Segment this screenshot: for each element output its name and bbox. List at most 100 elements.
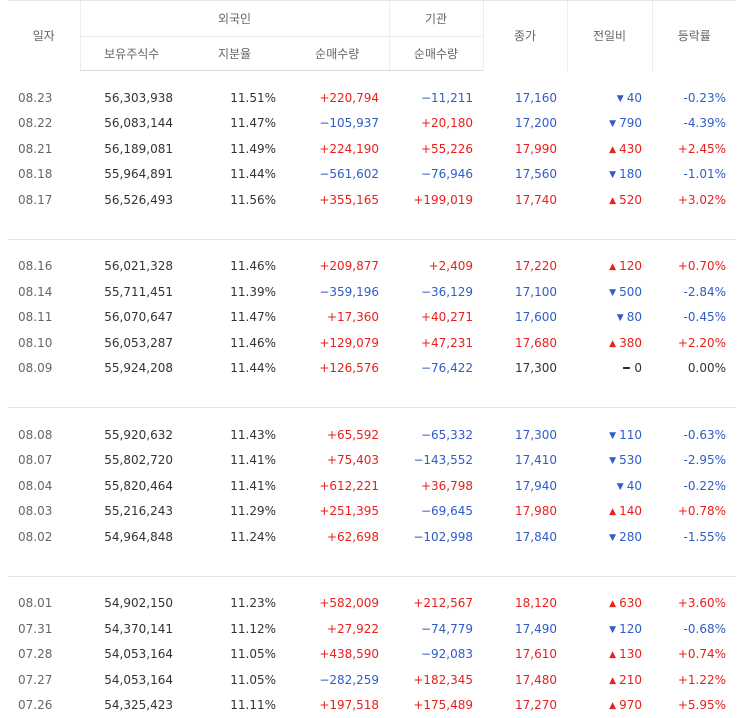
cell-foreign-net: +126,576 [286, 356, 389, 382]
triangle-down-icon: ▼ [609, 288, 616, 298]
cell-change: ▲140 [567, 499, 652, 525]
change-value: 80 [627, 310, 642, 324]
cell-rate: -0.23% [652, 85, 736, 111]
cell-change: ▲430 [567, 136, 652, 162]
cell-date: 08.07 [8, 448, 80, 474]
cell-date: 08.10 [8, 330, 80, 356]
cell-close: 17,600 [483, 305, 567, 331]
change-value: 40 [627, 479, 642, 493]
change-value: 970 [619, 698, 642, 712]
cell-change: ▼40 [567, 85, 652, 111]
spacer-cell [8, 71, 736, 86]
cell-foreign-net: +209,877 [286, 254, 389, 280]
cell-change: ▼110 [567, 422, 652, 448]
cell-inst-net: −74,779 [389, 616, 483, 642]
cell-inst-net: −69,645 [389, 499, 483, 525]
cell-rate: +5.95% [652, 693, 736, 718]
cell-change: ▼120 [567, 616, 652, 642]
cell-change: ▼790 [567, 111, 652, 137]
cell-holdings: 55,216,243 [80, 499, 183, 525]
cell-ratio: 11.44% [183, 356, 286, 382]
cell-inst-net: −65,332 [389, 422, 483, 448]
spacer-cell [8, 239, 736, 254]
cell-change: ▲380 [567, 330, 652, 356]
cell-close: 17,980 [483, 499, 567, 525]
dash-icon [623, 367, 630, 369]
cell-rate: -1.01% [652, 162, 736, 188]
cell-change: ▼500 [567, 279, 652, 305]
triangle-up-icon: ▲ [609, 262, 616, 272]
col-foreign-net-header: 순매수량 [286, 37, 389, 71]
col-date-header: 일자 [8, 1, 80, 71]
cell-foreign-net: +75,403 [286, 448, 389, 474]
cell-close: 17,410 [483, 448, 567, 474]
cell-change: ▼530 [567, 448, 652, 474]
cell-rate: +0.70% [652, 254, 736, 280]
triangle-up-icon: ▲ [609, 650, 616, 660]
cell-rate: -0.63% [652, 422, 736, 448]
cell-rate: -2.95% [652, 448, 736, 474]
cell-ratio: 11.51% [183, 85, 286, 111]
cell-foreign-net: +129,079 [286, 330, 389, 356]
cell-holdings: 56,053,287 [80, 330, 183, 356]
cell-rate: -0.22% [652, 473, 736, 499]
cell-inst-net: −92,083 [389, 642, 483, 668]
cell-inst-net: +199,019 [389, 187, 483, 213]
cell-rate: +3.60% [652, 591, 736, 617]
cell-rate: +0.78% [652, 499, 736, 525]
cell-change: ▲970 [567, 693, 652, 718]
col-rate-header: 등락률 [652, 1, 736, 71]
change-value: 140 [619, 504, 642, 518]
cell-foreign-net: +220,794 [286, 85, 389, 111]
cell-close: 17,740 [483, 187, 567, 213]
cell-date: 08.08 [8, 422, 80, 448]
cell-inst-net: +36,798 [389, 473, 483, 499]
cell-close: 17,300 [483, 422, 567, 448]
group-spacer [8, 239, 736, 254]
change-value: 120 [619, 622, 642, 636]
cell-date: 08.01 [8, 591, 80, 617]
triangle-down-icon: ▼ [609, 625, 616, 635]
cell-date: 08.18 [8, 162, 80, 188]
cell-rate: +3.02% [652, 187, 736, 213]
cell-date: 08.23 [8, 85, 80, 111]
cell-ratio: 11.49% [183, 136, 286, 162]
cell-foreign-net: −561,602 [286, 162, 389, 188]
cell-change: ▲130 [567, 642, 652, 668]
cell-holdings: 54,964,848 [80, 524, 183, 550]
spacer-cell [8, 408, 736, 423]
cell-close: 17,990 [483, 136, 567, 162]
cell-inst-net: −11,211 [389, 85, 483, 111]
cell-close: 18,120 [483, 591, 567, 617]
cell-close: 17,100 [483, 279, 567, 305]
cell-rate: -1.55% [652, 524, 736, 550]
cell-close: 17,160 [483, 85, 567, 111]
cell-close: 17,480 [483, 667, 567, 693]
change-value: 530 [619, 453, 642, 467]
change-value: 40 [627, 91, 642, 105]
change-value: 130 [619, 647, 642, 661]
cell-date: 08.22 [8, 111, 80, 137]
spacer-cell [8, 576, 736, 591]
cell-inst-net: +2,409 [389, 254, 483, 280]
cell-close: 17,270 [483, 693, 567, 718]
table-header: 일자 외국인 기관 종가 전일비 등락률 보유주식수 지분율 순매수량 순매수량 [8, 1, 736, 71]
triangle-down-icon: ▼ [617, 313, 624, 323]
cell-ratio: 11.29% [183, 499, 286, 525]
change-value: 0 [634, 361, 642, 375]
cell-ratio: 11.43% [183, 422, 286, 448]
cell-ratio: 11.46% [183, 330, 286, 356]
cell-close: 17,610 [483, 642, 567, 668]
cell-change: ▲630 [567, 591, 652, 617]
cell-ratio: 11.46% [183, 254, 286, 280]
